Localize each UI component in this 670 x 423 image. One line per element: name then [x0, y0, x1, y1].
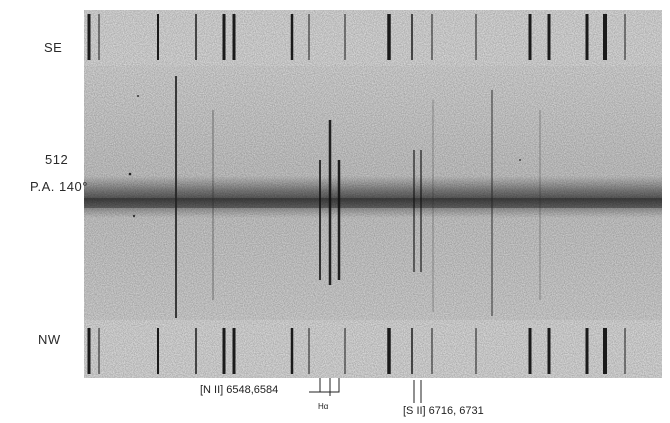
label-se: SE — [44, 40, 63, 55]
label-object-id: 512 — [45, 152, 69, 167]
sky-lines — [175, 76, 541, 318]
comparison-lines-top — [87, 14, 626, 60]
halpha-annotation: Hα — [318, 402, 329, 411]
label-nw: NW — [38, 332, 61, 347]
nii-annotation: [N II] 6548,6584 — [200, 384, 279, 396]
annotation-ticks — [309, 378, 422, 403]
sii-annotation: [S II] 6716, 6731 — [403, 405, 484, 417]
label-position-angle: P.A. 140° — [30, 179, 88, 194]
comparison-lines-bottom — [87, 328, 626, 374]
emission-lines — [319, 120, 422, 285]
